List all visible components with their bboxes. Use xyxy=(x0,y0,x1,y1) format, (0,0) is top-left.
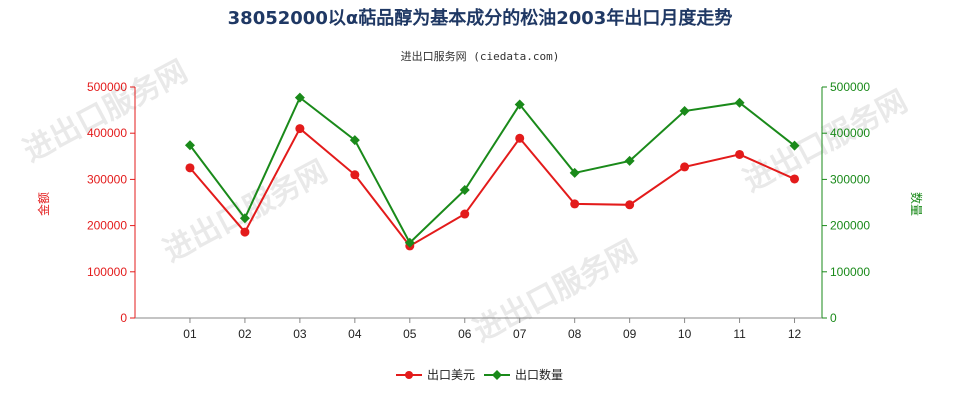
series-point-2 xyxy=(679,106,690,117)
right-axis-tick-label: 0 xyxy=(830,311,837,325)
x-axis-tick-label: 06 xyxy=(458,327,472,341)
series-point-2 xyxy=(624,155,635,166)
left-axis-tick-label: 200000 xyxy=(87,219,127,233)
series-point-2 xyxy=(734,97,745,108)
right-axis-tick-label: 400000 xyxy=(830,126,870,140)
series-line-2 xyxy=(189,96,796,245)
series-point-1 xyxy=(460,209,470,219)
series-point-2 xyxy=(184,140,195,151)
series-point-2 xyxy=(569,167,580,178)
x-axis-tick-label: 01 xyxy=(183,327,197,341)
series-point-1 xyxy=(350,170,360,180)
right-axis-tick-label: 500000 xyxy=(830,80,870,94)
legend-label-export-quantity: 出口数量 xyxy=(515,367,563,382)
legend-label-export-usd: 出口美元 xyxy=(427,368,475,382)
axes: 0 100000 200000 300000 400000 500000 0 100000 20… xyxy=(87,80,870,341)
series-point-1 xyxy=(790,174,800,184)
legend-item-export-usd: 出口美元 xyxy=(396,368,475,382)
series-point-2 xyxy=(459,185,470,196)
x-axis-tick-label: 10 xyxy=(678,327,692,341)
series-layer xyxy=(184,92,800,251)
x-axis-tick-label: 11 xyxy=(733,327,746,341)
legend-marker-export-usd xyxy=(405,371,413,379)
series-point-2 xyxy=(404,237,415,248)
watermark-text: 进出口服务网 xyxy=(738,84,913,199)
series-point-1 xyxy=(625,200,635,210)
right-axis-tick-label: 300000 xyxy=(830,172,870,186)
x-axis-tick-label: 08 xyxy=(568,327,582,341)
watermark-text: 进出口服务网 xyxy=(158,154,333,269)
chart-title: 38052000以α萜品醇为基本成分的松油2003年出口月度走势 xyxy=(228,7,733,29)
series-point-1 xyxy=(185,163,195,173)
x-axis-tick-label: 05 xyxy=(403,327,417,341)
series-point-1 xyxy=(735,149,745,159)
legend-item-export-quantity: 出口数量 xyxy=(484,367,563,382)
series-point-2 xyxy=(239,213,250,224)
x-axis-tick-label: 02 xyxy=(238,327,252,341)
series-point-2 xyxy=(789,140,800,151)
watermark-text: 进出口服务网 xyxy=(468,234,643,349)
left-axis-tick-label: 400000 xyxy=(87,126,127,140)
x-axis-tick-label: 04 xyxy=(348,327,362,341)
series-point-1 xyxy=(680,162,690,172)
right-axis-tick-label: 200000 xyxy=(830,219,870,233)
left-axis-title: 金额 xyxy=(36,192,51,216)
legend: 出口美元 出口数量 xyxy=(396,367,563,382)
series-point-1 xyxy=(240,227,250,237)
watermark-text: 进出口服务网 xyxy=(18,54,193,169)
x-axis-tick-label: 12 xyxy=(788,327,802,341)
left-axis-tick-label: 0 xyxy=(120,311,127,325)
series-point-2 xyxy=(514,99,525,110)
series-point-1 xyxy=(515,133,525,143)
left-axis-tick-label: 500000 xyxy=(87,80,127,94)
x-axis-tick-label: 07 xyxy=(513,327,527,341)
series-point-1 xyxy=(295,124,305,134)
series-point-2 xyxy=(349,135,360,146)
series-point-1 xyxy=(570,199,580,209)
legend-marker-export-quantity xyxy=(492,370,502,380)
left-axis-tick-label: 300000 xyxy=(87,172,127,186)
series-line-1 xyxy=(189,127,795,248)
right-axis-tick-label: 100000 xyxy=(830,265,870,279)
x-axis-tick-label: 03 xyxy=(293,327,307,341)
series-point-2 xyxy=(294,92,305,103)
chart-subtitle: 进出口服务网 (ciedata.com) xyxy=(401,49,560,63)
right-axis-title: 数量 xyxy=(909,192,924,216)
left-axis-tick-label: 100000 xyxy=(87,265,127,279)
x-axis-tick-label: 09 xyxy=(623,327,637,341)
